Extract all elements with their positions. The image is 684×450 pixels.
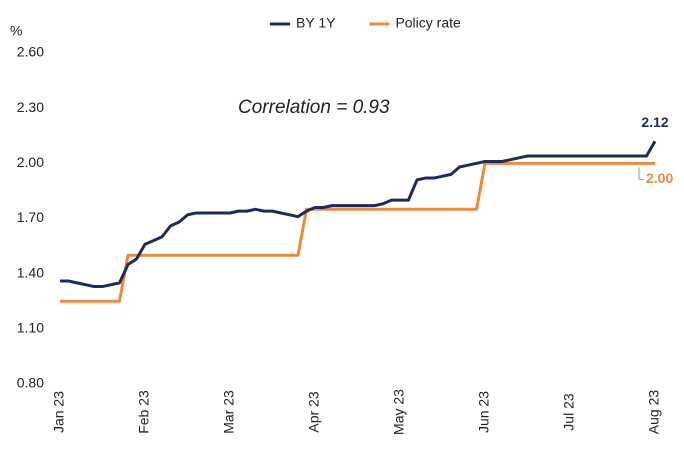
legend-label: BY 1Y [296,15,336,31]
data-label: 2.00 [646,170,673,186]
y-tick-label: 0.80 [17,375,44,391]
x-tick-label: Jul 23 [561,393,577,431]
data-label: 2.12 [641,114,668,130]
series-line [60,161,655,303]
y-tick-label: 1.10 [17,320,44,336]
x-tick-label: Jun 23 [476,391,492,433]
y-tick-label: 2.60 [17,44,44,60]
y-tick-label: 1.70 [17,209,44,225]
y-tick-label: 2.30 [17,99,44,115]
x-tick-label: Feb 23 [136,390,152,434]
y-tick-label: 2.00 [17,154,44,170]
x-tick-label: Jan 23 [51,391,67,433]
x-tick-label: Mar 23 [221,390,237,434]
x-tick-label: Aug 23 [646,390,662,435]
series-line [60,140,657,289]
annotation: Correlation = 0.93 [238,97,390,118]
y-tick-label: 1.40 [17,264,44,280]
x-tick-label: May 23 [391,389,407,435]
legend-label: Policy rate [395,15,461,31]
y-unit: % [10,23,22,39]
x-tick-label: Apr 23 [306,391,322,432]
